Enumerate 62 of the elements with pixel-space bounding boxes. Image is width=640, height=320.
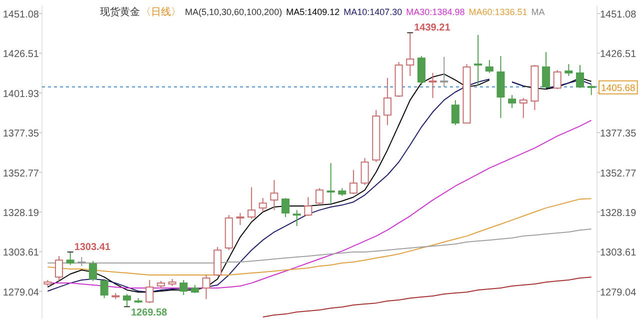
candlestick <box>383 77 392 126</box>
candlestick <box>326 162 335 204</box>
candlestick <box>564 64 573 77</box>
candlestick <box>349 170 358 195</box>
candlestick <box>519 97 528 118</box>
candlestick <box>304 196 312 217</box>
candlestick <box>360 158 369 186</box>
text: MA60:1336.51 <box>468 7 528 17</box>
candlestick <box>180 279 188 296</box>
candlestick <box>100 278 108 299</box>
candlestick <box>576 64 584 89</box>
text: MA10:1407.30 <box>344 7 402 17</box>
y2-tick-label: 1279.04 <box>600 287 637 298</box>
text: MA <box>531 7 545 17</box>
candlestick <box>406 32 414 77</box>
y2-tick-label: 1352.77 <box>600 168 637 180</box>
candlestick <box>553 70 562 90</box>
ref-line-label: 1405.68 <box>601 82 636 94</box>
candlestick <box>248 186 256 220</box>
candlestick <box>587 84 596 96</box>
annotation: 1439.21 <box>414 22 451 34</box>
candlestick <box>485 60 494 74</box>
candlestick <box>236 212 244 226</box>
candlestick <box>146 279 154 304</box>
candlestick <box>508 94 516 108</box>
y-tick-label: 1352.77 <box>2 168 40 180</box>
candlestick <box>428 72 437 98</box>
candlestick <box>451 100 460 126</box>
annotation: MA(5,10,30,60,100,200) <box>185 7 282 17</box>
candlestick <box>542 52 550 89</box>
chart-subtitle: 〈日线〉 <box>141 6 181 18</box>
text: MA30:1384.98 <box>406 7 465 17</box>
y2-tick-label: 1451.08 <box>600 10 637 21</box>
line-series <box>262 276 592 318</box>
candlestick <box>270 180 278 211</box>
candlestick <box>66 252 74 266</box>
y-tick-label: 1328.19 <box>2 208 40 220</box>
y2-tick-label: 1377.35 <box>600 128 637 140</box>
candlestick <box>282 198 290 218</box>
y-tick-label: 1303.61 <box>2 248 40 259</box>
y-tick-label: 1426.51 <box>2 49 40 60</box>
chart-title: 现货黄金 <box>100 6 140 18</box>
candlestick <box>417 55 426 86</box>
text: MA5:1409.12 <box>286 7 340 17</box>
candlestick <box>315 188 324 206</box>
candlestick <box>258 198 267 212</box>
candlestick <box>202 274 210 300</box>
candlestick <box>54 256 63 282</box>
annotation: 1269.58 <box>130 308 168 319</box>
candlestick <box>292 210 301 227</box>
y-tick-label: 1401.93 <box>2 88 40 100</box>
y2-tick-label: 1426.51 <box>600 49 637 60</box>
candlestick <box>474 34 482 86</box>
y-tick-label: 1451.08 <box>2 10 40 21</box>
y-tick-label: 1377.35 <box>2 128 40 140</box>
y-tick-label: 1279.04 <box>2 287 40 298</box>
candlestick <box>440 56 448 88</box>
candlestick <box>88 260 97 282</box>
y2-tick-label: 1328.19 <box>600 208 637 220</box>
annotation: 1303.41 <box>74 242 111 254</box>
y2-tick-label: 1303.61 <box>600 248 637 259</box>
candlestick <box>122 294 131 308</box>
